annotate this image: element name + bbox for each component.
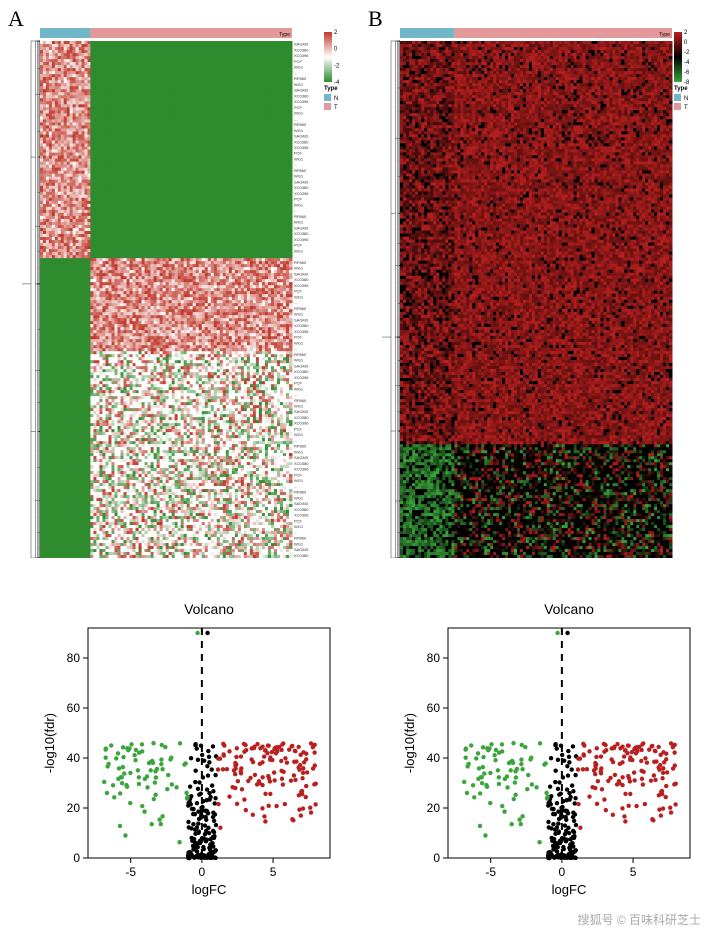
watermark: 搜狐号 © 百味科研芝士 bbox=[577, 911, 701, 928]
volcano-plot-a: Volcano-505020406080logFC-log10(fdr) bbox=[40, 600, 340, 900]
heatmap-a: SAGM3XC0380XC0396PCFWG1...RP860WG1SAGM3X… bbox=[20, 28, 350, 558]
volcano-plot-b: Volcano-505020406080logFC-log10(fdr) bbox=[400, 600, 700, 900]
heatmap-b: -8-6-4-202TypeNTType bbox=[380, 28, 700, 558]
